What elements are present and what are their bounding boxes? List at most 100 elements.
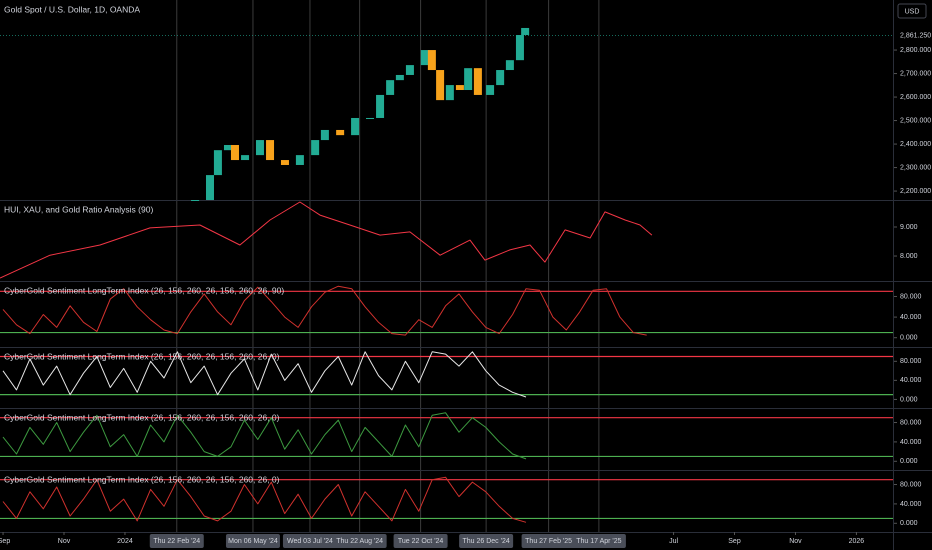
date-marker-label: Mon 06 May '24 [228, 538, 278, 545]
date-marker-pill [459, 534, 514, 548]
candle [223, 145, 232, 151]
pane-title: CyberGold Sentiment LongTerm Index (26, … [4, 351, 280, 361]
y-tick-label: 8.000 [900, 253, 918, 260]
indicator-line [2, 285, 647, 336]
candle [255, 140, 264, 156]
x-tick-label: Nov [58, 538, 71, 545]
indicator-line [2, 351, 527, 398]
candle [405, 65, 414, 75]
date-marker-pill [225, 534, 280, 548]
date-marker-pill [393, 534, 448, 548]
date-marker-label: Thu 17 Apr '25 [576, 538, 621, 545]
indicator-line [2, 476, 527, 523]
date-marker-pill [332, 534, 387, 548]
date-marker-pill [571, 534, 626, 548]
y-tick-label: 40.000 [900, 314, 922, 321]
candle [230, 145, 239, 161]
x-tick-label: Sep [0, 538, 10, 545]
time-axis: Sep Nov 2024 Jul Sep Nov 2026 Thu 22 Feb '24 Mon… [0, 532, 864, 548]
candle [436, 70, 445, 101]
date-marker-label: Thu 26 Dec '24 [462, 538, 509, 545]
candle [376, 94, 385, 118]
y-tick-label: 9.000 [900, 224, 918, 231]
y-tick-label: 0.000 [900, 520, 918, 527]
candle [515, 35, 524, 61]
date-marker-label: Thu 22 Aug '24 [336, 538, 383, 545]
last-price-label: 2,861.250 [900, 33, 931, 40]
candle [295, 155, 304, 165]
y-tick-label: 2,800.000 [900, 47, 931, 54]
x-tick-label: 2024 [117, 538, 133, 545]
x-tick-label: Sep [728, 538, 741, 545]
candle [311, 140, 320, 156]
candle [205, 175, 214, 200]
candle [280, 160, 289, 165]
y-tick-label: 80.000 [900, 293, 922, 300]
y-tick-label: 40.000 [900, 439, 922, 446]
candle [455, 85, 464, 91]
candle [521, 27, 530, 36]
y-tick-label: 0.000 [900, 335, 918, 342]
y-tick-label: 80.000 [900, 358, 922, 365]
y-tick-label: 40.000 [900, 377, 922, 384]
candle [241, 155, 250, 161]
pane-title: HUI, XAU, and Gold Ratio Analysis (90) [4, 204, 153, 214]
candle [473, 68, 482, 95]
y-tick-label: 80.000 [900, 481, 922, 488]
candle [213, 150, 222, 176]
y-tick-label: 2,700.000 [900, 70, 931, 77]
candle [445, 85, 454, 101]
pane: 0.000 40.000 80.000 CyberGold Sentiment Lon… [0, 285, 932, 348]
currency-label[interactable]: USD [905, 8, 920, 15]
candle [266, 140, 275, 161]
candle [427, 50, 436, 71]
indicator-line [0, 201, 653, 279]
candle [464, 68, 473, 91]
candle [420, 50, 429, 66]
y-tick-label: 40.000 [900, 501, 922, 508]
pane: 8.000 9.000 HUI, XAU, and Gold Ratio Analy… [0, 201, 932, 282]
indicator-line [2, 412, 527, 460]
candle [366, 117, 375, 119]
date-marker-pill [149, 534, 204, 548]
date-marker-label: Wed 03 Jul '24 [287, 538, 333, 545]
x-tick-label: Jul [669, 538, 678, 545]
y-tick-label: 2,400.000 [900, 141, 931, 148]
x-tick-label: Nov [789, 538, 802, 545]
candle [505, 60, 514, 71]
candle [386, 80, 395, 95]
date-marker-label: Tue 22 Oct '24 [398, 538, 444, 545]
pane-title: CyberGold Sentiment LongTerm Index (26, … [4, 474, 280, 484]
x-tick-label: 2026 [849, 538, 865, 545]
candle [191, 200, 200, 201]
y-tick-label: 0.000 [900, 396, 918, 403]
candle [351, 117, 360, 136]
y-tick-label: 2,300.000 [900, 164, 931, 171]
candle [320, 129, 329, 141]
currency-button[interactable] [897, 3, 927, 19]
date-marker-pill [282, 534, 337, 548]
pane-title: CyberGold Sentiment LongTerm Index (26, … [4, 285, 284, 295]
y-tick-label: 2,500.000 [900, 117, 931, 124]
candle [395, 74, 404, 81]
candle [496, 70, 505, 86]
y-tick-label: 2,200.000 [900, 188, 931, 195]
candle [486, 85, 495, 95]
candle [336, 129, 345, 136]
y-tick-label: 2,600.000 [900, 94, 931, 101]
y-tick-label: 80.000 [900, 419, 922, 426]
pane: 0.000 40.000 80.000 CyberGold Sentiment Lon… [0, 412, 932, 471]
pane: 0.000 40.000 80.000 CyberGold Sentiment Lon… [0, 351, 932, 409]
panes: 2,200.000 2,300.000 2,400.000 2,500.000 2,60… [0, 4, 932, 533]
date-marker-pill [521, 534, 576, 548]
date-markers [176, 0, 600, 532]
pane: 2,200.000 2,300.000 2,400.000 2,500.000 2,60… [0, 4, 932, 201]
date-marker-label: Thu 27 Feb '25 [525, 538, 572, 545]
y-tick-label: 0.000 [900, 458, 918, 465]
pane-title: CyberGold Sentiment LongTerm Index (26, … [4, 412, 280, 422]
date-marker-label: Thu 22 Feb '24 [153, 538, 200, 545]
pane-title: Gold Spot / U.S. Dollar, 1D, OANDA [4, 4, 140, 14]
